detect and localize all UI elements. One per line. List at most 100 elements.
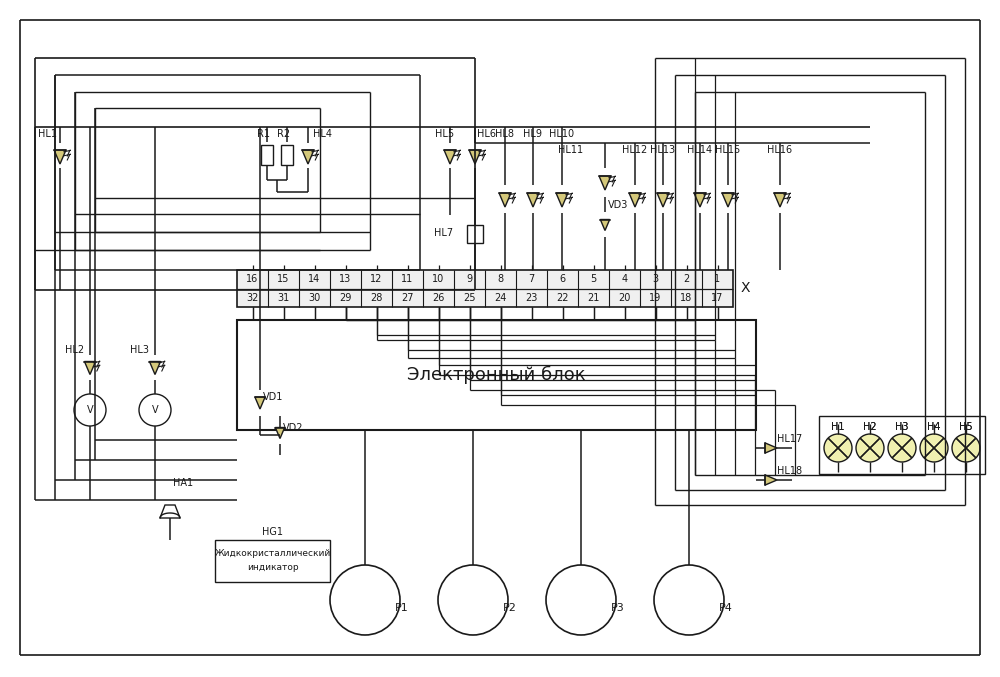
Text: H2: H2 bbox=[863, 422, 877, 432]
Bar bbox=[237, 270, 733, 307]
Text: HL14: HL14 bbox=[687, 145, 713, 155]
Text: 29: 29 bbox=[339, 292, 352, 303]
Polygon shape bbox=[527, 193, 539, 207]
Text: HL4: HL4 bbox=[313, 129, 332, 139]
Text: H4: H4 bbox=[927, 422, 941, 432]
Text: 2: 2 bbox=[683, 274, 690, 284]
Polygon shape bbox=[54, 150, 66, 164]
Text: P1: P1 bbox=[395, 603, 409, 613]
Text: HL9: HL9 bbox=[524, 129, 542, 139]
Circle shape bbox=[888, 434, 916, 462]
Polygon shape bbox=[657, 193, 669, 207]
Text: индикатор: индикатор bbox=[247, 563, 298, 573]
Text: VD2: VD2 bbox=[283, 423, 304, 433]
Text: 30: 30 bbox=[308, 292, 321, 303]
Text: X: X bbox=[741, 282, 750, 295]
Polygon shape bbox=[469, 150, 481, 164]
Circle shape bbox=[546, 565, 616, 635]
Text: 4: 4 bbox=[621, 274, 628, 284]
Text: HL13: HL13 bbox=[650, 145, 676, 155]
Polygon shape bbox=[302, 150, 314, 164]
Text: 8: 8 bbox=[497, 274, 504, 284]
Text: V: V bbox=[152, 405, 158, 415]
Text: H2: H2 bbox=[863, 422, 877, 432]
Text: 21: 21 bbox=[587, 292, 600, 303]
Text: 22: 22 bbox=[556, 292, 569, 303]
Circle shape bbox=[824, 434, 852, 462]
Text: H3: H3 bbox=[895, 422, 909, 432]
Circle shape bbox=[920, 434, 948, 462]
Text: 24: 24 bbox=[494, 292, 507, 303]
Text: 1: 1 bbox=[714, 274, 721, 284]
Circle shape bbox=[952, 434, 980, 462]
Text: 26: 26 bbox=[432, 292, 445, 303]
Circle shape bbox=[824, 434, 852, 462]
Polygon shape bbox=[629, 193, 641, 207]
Text: HL15: HL15 bbox=[715, 145, 741, 155]
Polygon shape bbox=[149, 362, 161, 374]
Circle shape bbox=[139, 394, 171, 426]
Text: 3: 3 bbox=[652, 274, 659, 284]
Text: 20: 20 bbox=[618, 292, 631, 303]
Text: VD3: VD3 bbox=[608, 200, 628, 210]
Polygon shape bbox=[722, 193, 734, 207]
Text: Жидкокристаллический: Жидкокристаллический bbox=[214, 550, 331, 559]
Polygon shape bbox=[765, 443, 777, 453]
Text: 25: 25 bbox=[463, 292, 476, 303]
Text: 16: 16 bbox=[246, 274, 259, 284]
Text: HL10: HL10 bbox=[549, 129, 575, 139]
Polygon shape bbox=[599, 176, 611, 190]
Text: HG1: HG1 bbox=[262, 527, 283, 537]
Text: 9: 9 bbox=[466, 274, 473, 284]
Polygon shape bbox=[774, 193, 786, 207]
Bar bbox=[215, 540, 330, 582]
Text: R2: R2 bbox=[277, 129, 291, 139]
Text: P3: P3 bbox=[611, 603, 625, 613]
Polygon shape bbox=[556, 193, 568, 207]
Polygon shape bbox=[255, 397, 265, 409]
Text: H4: H4 bbox=[927, 422, 941, 432]
Text: HL18: HL18 bbox=[777, 466, 802, 476]
Text: HL2: HL2 bbox=[65, 345, 84, 355]
Text: 27: 27 bbox=[401, 292, 414, 303]
Circle shape bbox=[654, 565, 724, 635]
Text: H1: H1 bbox=[831, 422, 845, 432]
Text: HL6: HL6 bbox=[477, 129, 496, 139]
Text: H5: H5 bbox=[959, 422, 973, 432]
Text: HL8: HL8 bbox=[496, 129, 514, 139]
Text: HL3: HL3 bbox=[130, 345, 149, 355]
Text: HA1: HA1 bbox=[173, 478, 193, 488]
Text: P2: P2 bbox=[503, 603, 517, 613]
Text: H3: H3 bbox=[895, 422, 909, 432]
Circle shape bbox=[856, 434, 884, 462]
Polygon shape bbox=[275, 427, 285, 439]
Circle shape bbox=[74, 394, 106, 426]
Text: 18: 18 bbox=[680, 292, 693, 303]
Text: 10: 10 bbox=[432, 274, 445, 284]
Text: 6: 6 bbox=[559, 274, 566, 284]
Text: V: V bbox=[87, 405, 93, 415]
Text: 5: 5 bbox=[590, 274, 597, 284]
Text: HL5: HL5 bbox=[435, 129, 455, 139]
Text: 12: 12 bbox=[370, 274, 383, 284]
Text: 23: 23 bbox=[525, 292, 538, 303]
Text: HL17: HL17 bbox=[777, 434, 802, 444]
Text: HL11: HL11 bbox=[558, 145, 583, 155]
Polygon shape bbox=[600, 219, 610, 230]
Text: H1: H1 bbox=[831, 422, 845, 432]
Polygon shape bbox=[765, 475, 777, 485]
Text: HL1: HL1 bbox=[38, 129, 57, 139]
Text: 19: 19 bbox=[649, 292, 662, 303]
Text: 13: 13 bbox=[339, 274, 352, 284]
Text: HL7: HL7 bbox=[434, 228, 453, 238]
Circle shape bbox=[952, 434, 980, 462]
Text: VD1: VD1 bbox=[263, 392, 283, 402]
Bar bbox=[819, 416, 985, 474]
Text: 31: 31 bbox=[277, 292, 290, 303]
Text: H5: H5 bbox=[959, 422, 973, 432]
Circle shape bbox=[920, 434, 948, 462]
Text: Электронный блок: Электронный блок bbox=[407, 366, 586, 384]
Circle shape bbox=[888, 434, 916, 462]
Circle shape bbox=[438, 565, 508, 635]
Circle shape bbox=[856, 434, 884, 462]
